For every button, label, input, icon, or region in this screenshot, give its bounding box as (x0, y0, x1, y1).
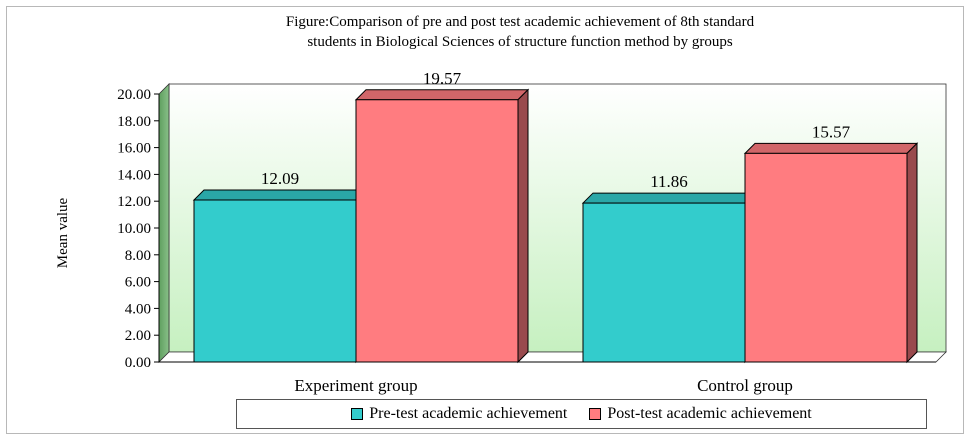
bar-post-test-experiment (354, 88, 530, 364)
data-labels: 12.09 19.57 Experiment group 11.86 15.57 Cont… (261, 69, 851, 395)
y-tick-label: 12.00 (117, 194, 151, 210)
data-label: 11.86 (650, 172, 688, 191)
bar-top-face (743, 142, 919, 154)
bars (192, 88, 919, 364)
bar-pre-test-experiment (192, 188, 368, 364)
y-tick-label: 6.00 (125, 275, 151, 291)
y-tick-label: 10.00 (117, 221, 151, 237)
legend-swatch-post-test (589, 408, 602, 420)
legend: Pre-test academic achievement Post-test … (236, 399, 927, 429)
y-tick-label: 16.00 (117, 141, 151, 157)
legend-item-pre-test: Pre-test academic achievement (351, 405, 567, 423)
y-tick-label: 4.00 (125, 301, 151, 317)
x-category-label: Control group (697, 376, 793, 395)
chart-title-line-1: Figure:Comparison of pre and post test a… (285, 14, 755, 30)
bar-front-face (582, 202, 746, 363)
data-label: 15.57 (812, 122, 851, 141)
y-tick-label: 14.00 (117, 167, 151, 183)
bar-front-face (744, 152, 908, 363)
data-label: 12.09 (261, 169, 299, 188)
x-category-label: Experiment group (294, 376, 417, 395)
bar-pre-test-control (581, 191, 757, 364)
chart-title-line-2: students in Biological Sciences of struc… (307, 34, 733, 50)
legend-label-pre-test: Pre-test academic achievement (369, 405, 568, 422)
y-tick-label: 18.00 (117, 114, 151, 130)
legend-swatch-pre-test (351, 408, 364, 420)
y-tick-label: 8.00 (125, 248, 151, 264)
data-label: 19.57 (423, 69, 462, 88)
y-tick-label: 20.00 (117, 87, 151, 103)
legend-label-post-test: Post-test academic achievement (607, 405, 812, 422)
bar-side-face (906, 142, 918, 364)
y-axis-label: Mean value (55, 197, 71, 268)
bar-front-face (355, 99, 519, 363)
y-tick-label: 2.00 (125, 328, 151, 344)
legend-item-post-test: Post-test academic achievement (589, 405, 812, 423)
bar-side-face (517, 88, 529, 364)
bar-post-test-control (743, 142, 919, 364)
bar-top-face (581, 192, 757, 204)
side-wall (158, 83, 170, 363)
y-axis: 0.00 2.00 4.00 6.00 8.00 10.00 12.00 14.00 16.00… (117, 87, 936, 371)
bar-top-face (192, 189, 368, 201)
bar-top-face (354, 89, 530, 101)
bar-front-face (193, 199, 357, 363)
y-tick-label: 0.00 (125, 355, 151, 371)
